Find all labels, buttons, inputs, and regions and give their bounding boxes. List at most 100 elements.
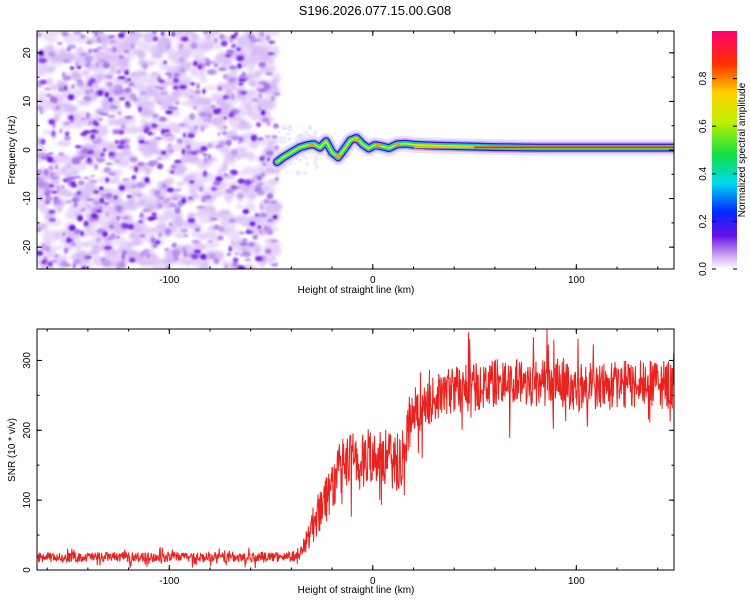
noise-blob [116, 235, 120, 239]
noise-blob [189, 180, 195, 184]
noise-layer-dark [37, 31, 278, 269]
colorbar-tick-label: 0.6 [698, 119, 709, 133]
noise-blob [237, 178, 245, 184]
noise-blob [71, 84, 75, 89]
noise-blob [85, 61, 91, 68]
noise-blob [51, 130, 56, 137]
noise-blob [113, 228, 122, 236]
noise-blob [64, 131, 70, 137]
noise-blob [174, 233, 184, 238]
noise-blob [129, 257, 136, 263]
noise-blob [196, 205, 205, 210]
noise-blob [139, 234, 146, 238]
noise-blob [271, 135, 278, 139]
noise-blob [131, 184, 137, 188]
noise-blob [37, 195, 46, 207]
noise-blob [242, 123, 251, 129]
noise-blob [201, 196, 206, 203]
noise-blob [126, 194, 132, 198]
noise-blob [152, 243, 158, 249]
noise-blob [139, 252, 149, 257]
noise-blob [264, 71, 274, 76]
noise-blob [150, 139, 157, 146]
noise-blob [164, 248, 169, 252]
noise-blob [140, 91, 148, 95]
noise-blob [61, 104, 78, 113]
noise-blob [251, 177, 255, 184]
colorbar-tick-label: 0.8 [698, 71, 709, 85]
y-tick-label: 10 [22, 95, 33, 107]
noise-blob [79, 117, 87, 121]
noise-blob [164, 72, 173, 76]
x-tick-label: 100 [568, 275, 585, 286]
noise-blob [234, 31, 239, 36]
noise-blob [51, 259, 58, 264]
noise-blob [156, 195, 165, 200]
noise-speckle [313, 155, 320, 162]
noise-blob [265, 34, 271, 42]
x-tick-label: 0 [370, 275, 376, 286]
noise-blob [182, 233, 189, 238]
noise-blob [93, 190, 99, 194]
noise-blob [228, 219, 236, 223]
noise-blob [176, 138, 184, 144]
noise-blob [204, 57, 210, 62]
noise-blob [37, 181, 47, 188]
noise-blob [96, 237, 101, 243]
noise-blob [182, 132, 186, 138]
noise-blob [218, 33, 225, 40]
noise-blob [193, 69, 207, 79]
figure-title: S196.2026.077.15.00.G08 [299, 3, 452, 18]
noise-blob [237, 170, 251, 176]
noise-blob [161, 129, 165, 135]
noise-blob [124, 77, 128, 84]
noise-blob [248, 229, 262, 236]
noise-blob [258, 61, 266, 68]
noise-blob [259, 53, 270, 60]
noise-blob [272, 215, 278, 220]
noise-blob [58, 152, 64, 156]
noise-blob [37, 83, 42, 87]
noise-blob [55, 203, 63, 213]
noise-blob [254, 79, 263, 89]
noise-blob [267, 218, 274, 222]
noise-blob [108, 256, 121, 263]
noise-blob [109, 224, 114, 229]
noise-blob [64, 135, 71, 141]
noise-blob [86, 112, 90, 120]
noise-blob [90, 135, 95, 139]
noise-blob [233, 86, 246, 92]
noise-blob [48, 184, 55, 188]
noise-blob [170, 31, 176, 37]
noise-blob [265, 150, 274, 156]
noise-blob [225, 139, 232, 147]
noise-blob [168, 143, 172, 148]
noise-blob [95, 62, 99, 67]
y-tick-label: 100 [22, 491, 33, 508]
noise-blob [258, 92, 263, 99]
noise-blob [63, 121, 70, 126]
noise-blob [201, 190, 212, 195]
noise-blob [230, 93, 235, 101]
noise-blob [247, 151, 255, 162]
noise-blob [192, 258, 205, 267]
noise-blob [268, 40, 276, 44]
noise-blob [147, 131, 153, 136]
noise-blob [249, 138, 259, 149]
noise-blob [212, 181, 221, 186]
noise-blob [82, 95, 92, 101]
noise-blob [229, 111, 235, 118]
noise-blob [204, 156, 208, 164]
noise-blob [96, 73, 104, 83]
noise-blob [259, 42, 271, 49]
noise-blob [241, 264, 257, 269]
noise-blob [74, 251, 88, 258]
noise-blob [87, 156, 92, 163]
noise-blob [79, 52, 89, 57]
noise-blob [187, 171, 203, 176]
noise-blob [266, 229, 274, 236]
noise-blob [240, 91, 247, 95]
noise-blob [134, 166, 138, 173]
noise-speckle [278, 138, 284, 144]
noise-blob [231, 44, 237, 48]
